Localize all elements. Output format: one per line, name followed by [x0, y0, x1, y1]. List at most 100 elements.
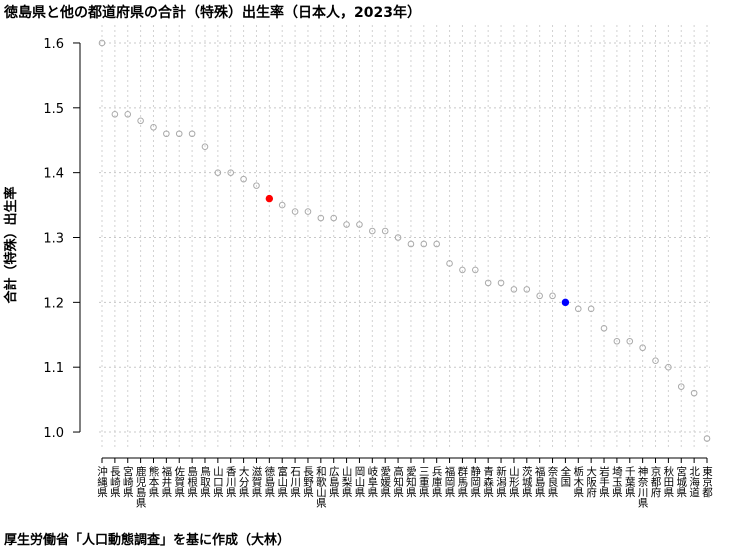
- data-point: [98, 39, 106, 47]
- x-tick-label: 福井県: [160, 465, 172, 498]
- y-tick-label: 1.3: [43, 232, 64, 247]
- data-point: [124, 110, 132, 118]
- x-tick-label: 鳥取県: [199, 465, 211, 498]
- data-point-highlight: [265, 194, 274, 203]
- x-tick-label: 福島県: [534, 465, 546, 498]
- data-point: [446, 260, 453, 267]
- data-point: [484, 279, 492, 287]
- data-point: [652, 357, 659, 365]
- x-tick-label: 熊本県: [147, 465, 159, 498]
- x-tick-label: 兵庫県: [431, 465, 443, 498]
- x-tick-label: 全国: [559, 465, 571, 488]
- x-tick-label: 愛媛県: [379, 465, 391, 498]
- x-tick-label: 島根県: [186, 465, 198, 498]
- data-point: [510, 286, 518, 293]
- x-tick-label: 栃木県: [572, 465, 584, 498]
- data-point: [214, 169, 222, 176]
- y-tick-label: 1.5: [43, 102, 64, 117]
- x-tick-label: 和歌山県: [315, 466, 327, 509]
- data-point: [343, 221, 350, 228]
- data-point-highlight: [561, 298, 570, 307]
- data-point: [587, 305, 595, 313]
- data-point: [188, 130, 196, 138]
- data-point: [356, 221, 363, 228]
- data-point: [665, 363, 672, 371]
- x-tick-label: 香川県: [225, 466, 237, 498]
- x-tick-label: 青森県: [482, 465, 494, 498]
- data-point: [137, 117, 144, 125]
- x-tick-label: 滋賀県: [250, 465, 262, 498]
- source-note: 厚生労働省「人口動態調査」を基に作成（大林）: [4, 533, 291, 548]
- x-tick-label: 北海道: [688, 466, 700, 498]
- x-tick-label: 岩手県: [598, 465, 610, 498]
- data-point: [600, 324, 608, 332]
- data-point: [291, 208, 299, 215]
- x-tick-label: 京都府: [650, 465, 662, 498]
- x-tick-label: 静岡県: [469, 465, 481, 498]
- x-tick-label: 石川県: [289, 466, 301, 498]
- data-point: [574, 305, 582, 313]
- x-tick-label: 長野県: [302, 466, 314, 498]
- y-tick-label: 1.6: [43, 37, 64, 52]
- data-point: [369, 227, 376, 235]
- x-tick-label: 岡山県: [353, 466, 365, 498]
- x-tick-label: 秋田県: [662, 465, 674, 498]
- data-point: [523, 286, 531, 293]
- data-point: [626, 337, 634, 345]
- data-point: [703, 435, 711, 442]
- x-tick-label: 徳島県: [263, 465, 275, 498]
- x-tick-label: 群馬県: [456, 465, 468, 498]
- x-tick-label: 神奈川県: [637, 465, 649, 509]
- data-point: [227, 169, 235, 176]
- data-point: [639, 344, 646, 352]
- x-tick-label: 三重県: [418, 466, 430, 498]
- data-point: [175, 130, 183, 138]
- x-tick-label: 福岡県: [444, 465, 456, 498]
- data-point: [536, 292, 543, 300]
- data-point: [677, 383, 685, 390]
- data-point: [420, 240, 428, 248]
- chart-title: 徳島県と他の都道府県の合計（特殊）出生率（日本人，2023年）: [4, 5, 421, 21]
- data-point: [471, 266, 479, 274]
- data-point: [330, 214, 338, 222]
- data-point: [111, 110, 119, 118]
- data-point: [317, 214, 325, 222]
- x-tick-label: 千葉県: [624, 466, 636, 498]
- x-tick-label: 高知県: [392, 465, 404, 498]
- y-tick-label: 1.4: [43, 167, 64, 182]
- y-tick-label: 1.1: [43, 361, 64, 376]
- x-tick-label: 宮城県: [675, 465, 687, 498]
- x-tick-label: 埼玉県: [611, 465, 623, 498]
- x-tick-label: 東京都: [701, 465, 713, 498]
- data-point: [497, 279, 505, 287]
- x-tick-label: 大分県: [238, 465, 250, 498]
- x-tick-label: 長崎県: [109, 466, 121, 498]
- x-tick-label: 愛知県: [405, 465, 417, 498]
- x-tick-label: 奈良県: [547, 465, 559, 498]
- data-point: [690, 389, 698, 397]
- y-tick-label: 1.0: [43, 426, 64, 441]
- data-point: [150, 123, 157, 131]
- y-axis-label: 合計（特殊）出生率: [3, 186, 19, 303]
- data-point: [549, 292, 556, 300]
- data-point: [304, 208, 312, 215]
- x-tick-label: 新潟県: [495, 465, 507, 498]
- x-tick-label: 山口県: [212, 466, 224, 498]
- x-tick-label: 鹿児島県: [135, 465, 147, 509]
- x-tick-label: 沖縄県: [96, 465, 108, 498]
- x-tick-label: 大阪府: [585, 465, 597, 498]
- data-point: [613, 337, 621, 345]
- data-point: [381, 227, 389, 235]
- data-point: [253, 182, 260, 189]
- x-tick-label: 広島県: [328, 465, 340, 498]
- data-point: [163, 130, 170, 138]
- data-point: [201, 143, 209, 151]
- data-point: [433, 240, 440, 248]
- x-tick-label: 宮崎県: [122, 465, 134, 498]
- x-tick-label: 佐賀県: [173, 465, 185, 498]
- x-tick-label: 山梨県: [341, 466, 353, 498]
- data-point: [407, 240, 415, 248]
- data-point: [394, 234, 402, 241]
- data-point: [278, 201, 286, 209]
